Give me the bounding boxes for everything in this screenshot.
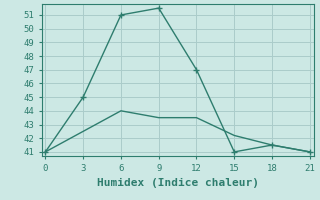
X-axis label: Humidex (Indice chaleur): Humidex (Indice chaleur): [97, 178, 259, 188]
